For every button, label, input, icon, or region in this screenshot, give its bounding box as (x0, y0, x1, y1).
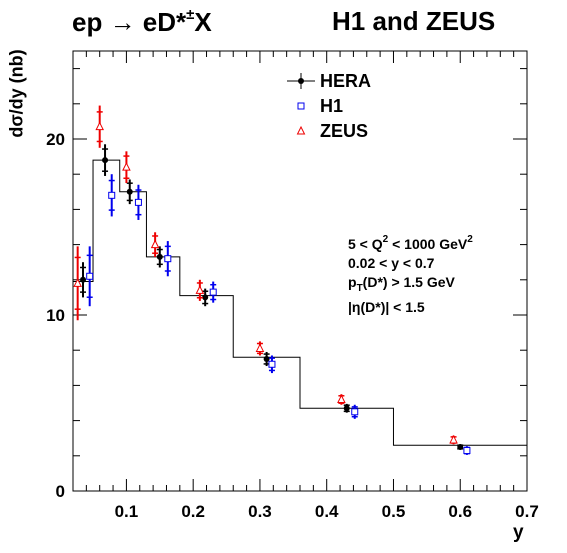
data-point (449, 434, 458, 444)
data-point (202, 294, 209, 301)
legend-label-hera: HERA (320, 71, 372, 91)
cut-eta: |η(D*)| < 1.5 (348, 299, 425, 315)
cut-pt: pT(D*) > 1.5 GeV (348, 274, 455, 294)
data-point (134, 198, 142, 206)
data-point (268, 360, 276, 368)
data-point (209, 288, 217, 296)
cut-y: 0.02 < y < 0.7 (348, 255, 435, 271)
data-point (164, 255, 172, 263)
x-tick-label: 0.1 (115, 502, 139, 521)
data-point (255, 343, 265, 352)
axes: 0.1 0.2 0.3 0.4 0.5 0.6 0.7 0 10 20 (46, 50, 539, 521)
x-tick-label: 0.3 (248, 502, 272, 521)
legend-label-zeus: ZEUS (320, 121, 369, 141)
data-point (195, 285, 205, 294)
legend-hera-marker (287, 73, 315, 89)
x-tick-label: 0.5 (382, 502, 406, 521)
legend-item-hera: HERA (284, 70, 404, 95)
chart-title-right: H1 and ZEUS (332, 6, 496, 36)
data-point (156, 253, 163, 260)
data-point (150, 239, 160, 249)
legend-h1-marker (297, 102, 305, 110)
data-point (351, 408, 359, 416)
x-axis-label: y (513, 522, 524, 543)
data-point (86, 272, 94, 280)
data-point (343, 405, 350, 412)
legend-item-h1: H1 (284, 95, 404, 120)
data-points (73, 105, 471, 455)
series-h1 (86, 174, 471, 455)
data-point (463, 447, 471, 455)
y-tick-label: 10 (46, 306, 65, 325)
data-point (122, 162, 131, 171)
y-axis-label: dσ/dy (nb) (6, 49, 27, 138)
series-hera (80, 144, 464, 450)
x-tick-label: 0.6 (448, 502, 472, 521)
x-tick-label: 0.7 (515, 502, 539, 521)
data-point (337, 394, 346, 403)
data-point (73, 278, 82, 287)
data-point (108, 191, 116, 199)
y-tick-label: 0 (56, 482, 65, 501)
x-tick-label: 0.4 (315, 502, 339, 521)
data-point (263, 356, 270, 362)
chart-title: ep → eD*±X (72, 6, 212, 37)
data-point (102, 157, 109, 164)
series-zeus (73, 105, 458, 445)
data-point (80, 276, 87, 283)
legend-item-zeus: ZEUS (284, 120, 404, 145)
legend: HERA H1 ZEUS (284, 70, 404, 145)
legend-label-h1: H1 (320, 96, 344, 116)
x-tick-label: 0.2 (181, 502, 205, 521)
y-tick-label: 20 (46, 130, 65, 149)
legend-zeus-marker (296, 125, 306, 135)
data-point (126, 188, 133, 195)
data-point (95, 121, 105, 131)
cut-q2: 5 < Q2 < 1000 GeV2 (348, 234, 473, 252)
kinematic-cuts: 5 < Q2 < 1000 GeV2 0.02 < y < 0.7 pT(D*)… (348, 230, 473, 317)
data-point (457, 444, 464, 450)
